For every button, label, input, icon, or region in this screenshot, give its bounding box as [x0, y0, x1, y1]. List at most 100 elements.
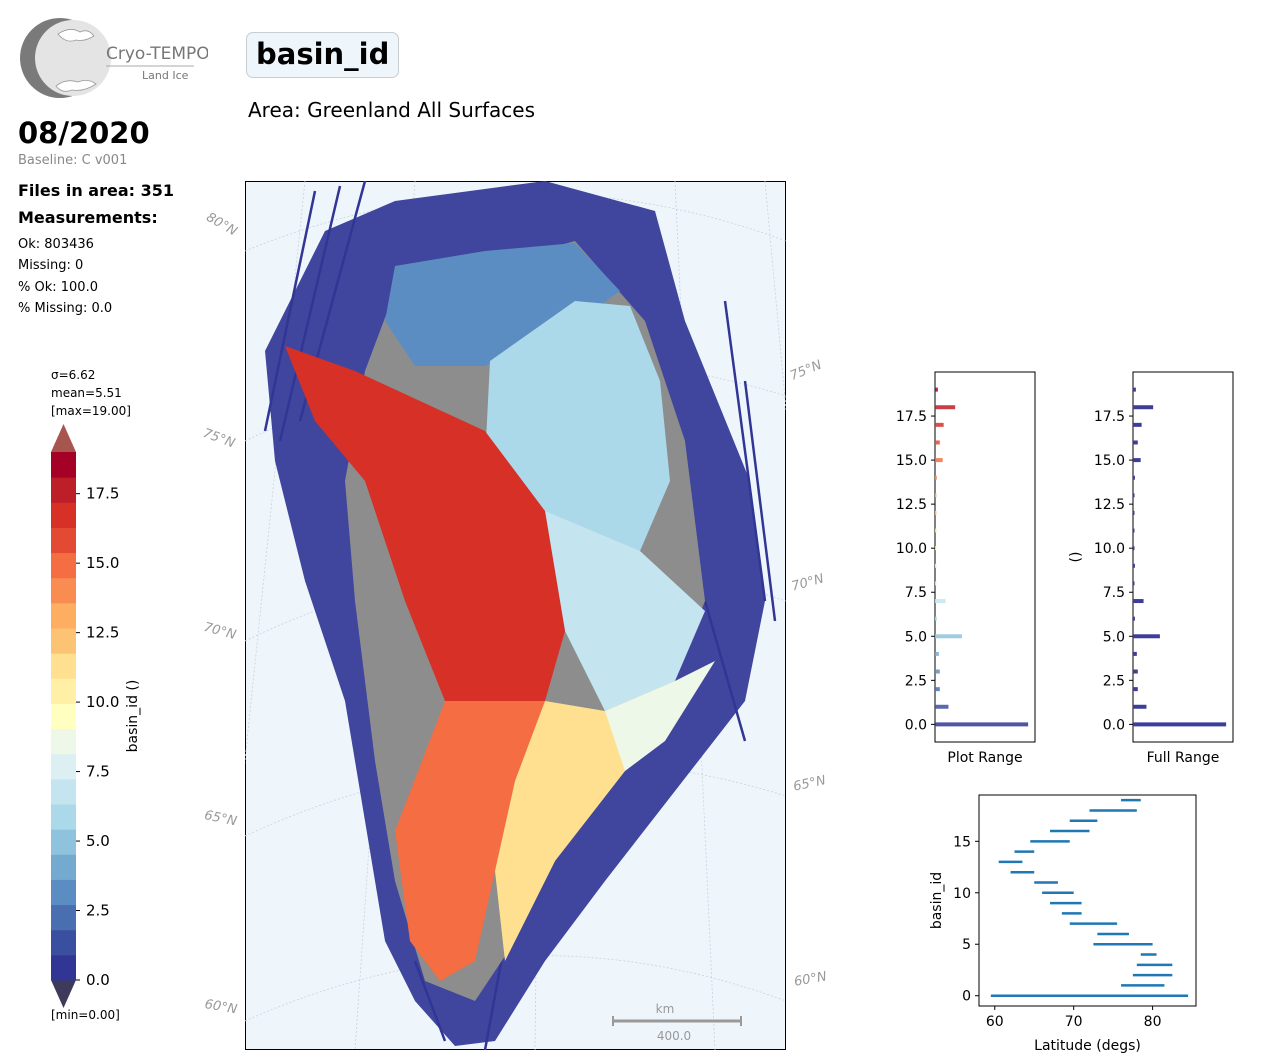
colorbar-segment	[51, 452, 76, 478]
colorbar-segment	[51, 778, 76, 805]
colorbar-segment	[51, 703, 76, 730]
latitude-label: 60°N	[203, 997, 239, 1018]
hist-bar	[935, 616, 937, 621]
scatter-xtick-label: 70	[1065, 1014, 1083, 1030]
hist-ytick-label: 5.0	[905, 629, 927, 645]
stat-pct-ok: % Ok: 100.0	[18, 280, 98, 295]
hist-bar	[935, 546, 937, 551]
measurements-heading: Measurements:	[18, 208, 158, 227]
colorbar-segment	[51, 753, 76, 780]
scatter-xlabel: Latitude (degs)	[1034, 1038, 1141, 1054]
colorbar-segment	[51, 929, 76, 956]
logo-ice-shape	[57, 29, 95, 42]
hist-bar	[935, 581, 937, 586]
colorbar-tick-label: 5.0	[86, 832, 110, 850]
hist-bar	[1133, 651, 1137, 656]
scatter-ytick-label: 10	[953, 886, 971, 902]
cryo-tempo-logo: Cryo-TEMPO Land Ice	[20, 18, 208, 98]
scatter-ytick-label: 5	[962, 937, 971, 953]
basin-east	[545, 511, 705, 711]
scatter-frame	[978, 794, 1197, 1007]
hist-bar	[1133, 616, 1135, 621]
hist-bar	[1133, 440, 1138, 445]
colorbar-tick-label: 0.0	[86, 971, 110, 989]
hist-ytick-label: 7.5	[905, 585, 927, 601]
hist-bar	[935, 440, 940, 445]
logo-name: Cryo-TEMPO	[106, 44, 208, 64]
scatter-ytick-label: 15	[953, 834, 971, 850]
hist-ytick-label: 15.0	[1094, 453, 1125, 469]
hist-bar	[935, 475, 937, 480]
latitude-label: 70°N	[790, 571, 826, 595]
colorbar-tick-label: 10.0	[86, 693, 119, 711]
colorbar-segment	[51, 728, 76, 755]
colorbar-segment	[51, 904, 76, 931]
hist-ytick-label: 10.0	[1094, 541, 1125, 557]
latitude-label: 80°N	[203, 210, 240, 240]
colorbar-min: [min=0.00]	[51, 1008, 120, 1022]
colorbar-segment	[51, 678, 76, 704]
scatter-xtick-label: 80	[1144, 1014, 1162, 1030]
hist-bar	[935, 422, 944, 427]
stat-pct-missing: % Missing: 0.0	[18, 301, 113, 316]
colorbar-max: [max=19.00]	[51, 404, 131, 418]
latitude-label: 65°N	[792, 773, 828, 795]
hist-bar	[1133, 599, 1144, 604]
stat-ok: Ok: 803436	[18, 237, 94, 252]
scatter-ylabel: basin_id	[929, 872, 945, 929]
hist-bar	[935, 704, 949, 709]
hist-bar	[935, 634, 962, 639]
colorbar-segment	[51, 527, 76, 554]
histogram-full-range: 0.0 2.5 5.0 7.5 10.0 12.5 15.0 17.5 Full Range ()	[1068, 371, 1234, 766]
hist-bar	[935, 651, 939, 656]
hist-bar	[1133, 493, 1135, 498]
hist-ytick-label: 2.5	[1103, 673, 1125, 689]
hist-bar	[1133, 687, 1138, 692]
basin-northeast	[485, 301, 670, 581]
latitude-label: 75°N	[788, 357, 825, 384]
hist-bar	[935, 458, 943, 463]
colorbar-tick-label: 7.5	[86, 763, 110, 781]
hist-bar	[1133, 528, 1135, 533]
colorbar-segment	[51, 602, 76, 629]
basin-latitude-chart: 60 70 80 0 5 10 15 Latitude (degs) basin_id	[929, 794, 1197, 1054]
hist-ytick-label: 7.5	[1103, 585, 1125, 601]
scatter-ytick-label: 0	[962, 989, 971, 1005]
hist-bar	[935, 599, 946, 604]
hist-bar	[1133, 422, 1142, 427]
baseline-label: Baseline: C v001	[18, 153, 128, 168]
hist-ytick-label: 0.0	[905, 717, 927, 733]
hist-bar	[1133, 581, 1135, 586]
colorbar-stats: σ=6.62 mean=5.51 [max=19.00]	[51, 366, 131, 420]
hist-frame	[1132, 371, 1234, 743]
hist-bar	[1133, 563, 1135, 568]
colorbar-segment	[51, 628, 76, 654]
colorbar-segment	[51, 879, 76, 906]
hist-bar	[935, 405, 956, 410]
hist-bar	[1133, 722, 1227, 727]
files-in-area: Files in area: 351	[18, 181, 174, 200]
colorbar-segment	[51, 854, 76, 880]
hist-bar	[1133, 546, 1135, 551]
hist-bar	[1133, 387, 1136, 392]
area-label: Area: Greenland All Surfaces	[248, 98, 535, 122]
colorbar-over-arrow	[51, 424, 76, 452]
hist-ytick-label: 17.5	[1094, 409, 1125, 425]
histogram-plot-range: 0.0 2.5 5.0 7.5 10.0 12.5 15.0 17.5 Plot Range	[896, 371, 1036, 766]
hist-bar	[1133, 669, 1138, 674]
scatter-xtick-label: 60	[986, 1014, 1004, 1030]
colorbar-sigma: σ=6.62	[51, 368, 96, 382]
colorbar-segment	[51, 577, 76, 604]
hist-bar	[935, 669, 940, 674]
month-label: 08/2020	[18, 116, 150, 150]
logo-moon-light	[35, 20, 111, 96]
hist-bar	[935, 387, 938, 392]
hist-ytick-label: 12.5	[896, 497, 927, 513]
colorbar-segment	[51, 954, 76, 981]
colorbar-mean: mean=5.51	[51, 386, 122, 400]
colorbar-tick-label: 2.5	[86, 902, 110, 920]
hist-xlabel: Full Range	[1147, 750, 1220, 766]
stat-missing: Missing: 0	[18, 258, 84, 273]
hist-ytick-label: 0.0	[1103, 717, 1125, 733]
colorbar-label: basin_id ()	[125, 680, 141, 753]
